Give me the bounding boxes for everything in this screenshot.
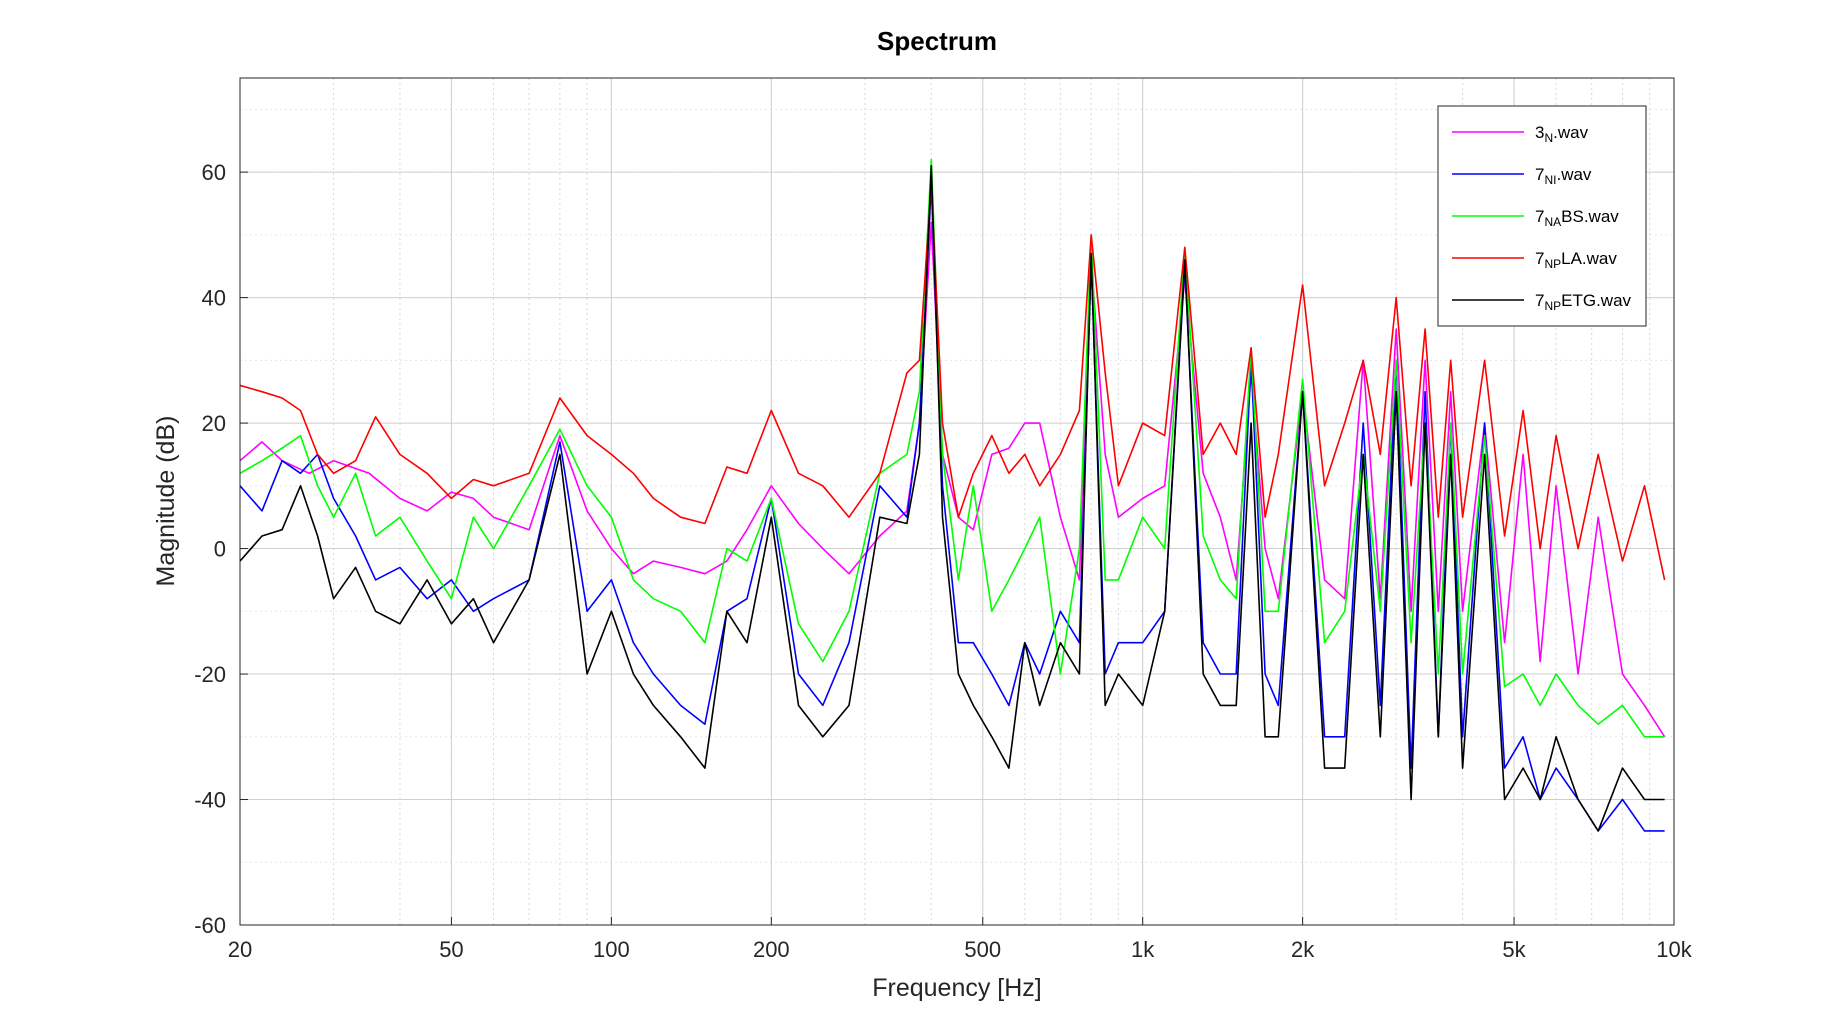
x-tick-label: 100 bbox=[593, 937, 630, 962]
x-axis-label: Frequency [Hz] bbox=[872, 974, 1042, 1002]
legend-label-4: 7NPETG.wav bbox=[1535, 291, 1632, 313]
legend-label-1: 7NI.wav bbox=[1535, 165, 1592, 187]
x-tick-label: 10k bbox=[1656, 937, 1692, 962]
y-tick-label: 40 bbox=[202, 286, 226, 311]
plot-area-frame bbox=[239, 77, 1675, 926]
x-axis: 20 50 100 200 500 1k 2k 5k 10k bbox=[228, 917, 1693, 962]
series-line-3 bbox=[240, 183, 1666, 581]
y-tick-label: 20 bbox=[202, 411, 226, 436]
legend-label-2: 7NABS.wav bbox=[1535, 207, 1619, 229]
series-line-4 bbox=[240, 165, 1665, 832]
x-tick-label: 20 bbox=[228, 937, 252, 962]
series-line-0 bbox=[240, 221, 1666, 738]
x-tick-label: 2k bbox=[1291, 937, 1315, 962]
legend: 3N.wav 7NI.wav 7NABS.wav 7NPLA.wav 7NPETG.wa… bbox=[1437, 105, 1647, 327]
y-tick-label: 0 bbox=[214, 537, 226, 562]
series-line-2 bbox=[240, 158, 1665, 738]
y-axis: -60 -40 -20 0 20 40 60 bbox=[194, 160, 248, 938]
y-tick-label: -40 bbox=[194, 788, 226, 813]
y-tick-label: -60 bbox=[194, 913, 226, 938]
y-tick-label: -20 bbox=[194, 662, 226, 687]
legend-label-3: 7NPLA.wav bbox=[1535, 249, 1617, 271]
x-tick-label: 50 bbox=[439, 937, 463, 962]
y-tick-label: 60 bbox=[202, 160, 226, 185]
y-axis-label: Magnitude (dB) bbox=[152, 416, 180, 587]
chart-title: Spectrum bbox=[877, 26, 997, 56]
x-tick-label: 1k bbox=[1131, 937, 1155, 962]
x-tick-label: 200 bbox=[753, 937, 790, 962]
series-group bbox=[240, 158, 1666, 832]
x-tick-label: 5k bbox=[1502, 937, 1526, 962]
x-tick-label: 500 bbox=[964, 937, 1001, 962]
legend-label-0: 3N.wav bbox=[1535, 123, 1589, 145]
